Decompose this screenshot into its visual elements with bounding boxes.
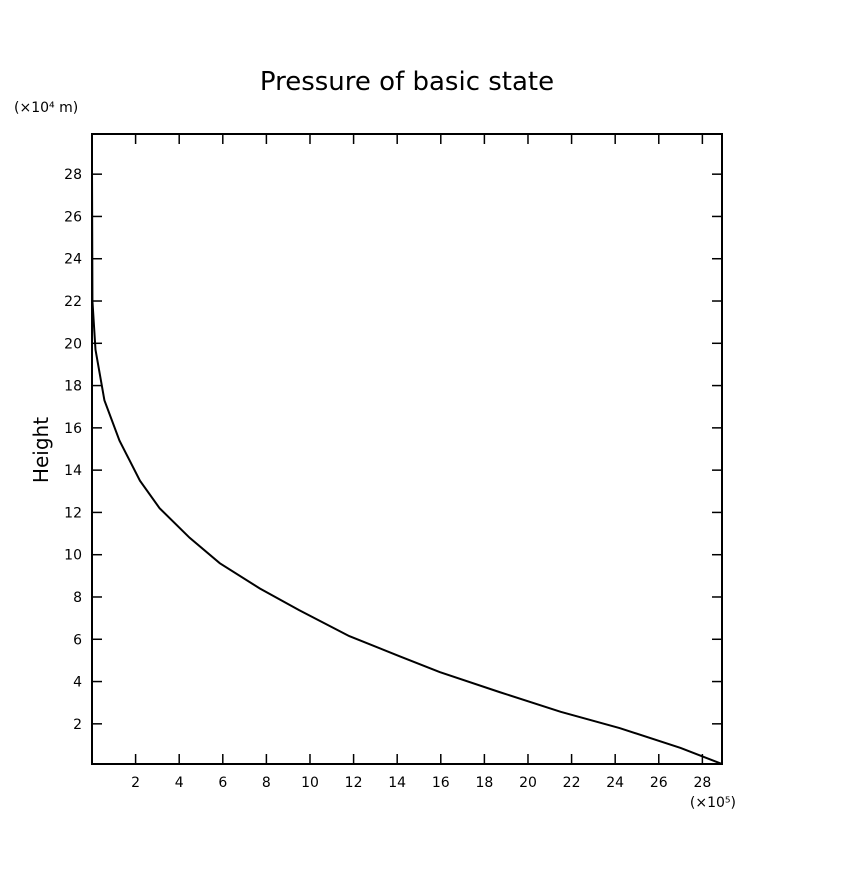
x-tick-label: 8 <box>262 775 271 791</box>
x-tick-label: 28 <box>693 775 711 791</box>
y-unit: (×10⁴ m) <box>14 100 78 116</box>
x-tick-label: 2 <box>131 775 140 791</box>
x-tick-label: 24 <box>606 775 624 791</box>
y-tick-label: 22 <box>64 294 82 310</box>
x-unit: (×10⁵) <box>690 795 736 811</box>
y-tick-label: 20 <box>64 336 82 352</box>
y-tick-label: 14 <box>64 463 82 479</box>
chart-title: Pressure of basic state <box>260 67 554 97</box>
y-tick-label: 26 <box>64 209 82 225</box>
x-tick-label: 16 <box>432 775 450 791</box>
x-tick-label: 26 <box>650 775 668 791</box>
y-tick-label: 12 <box>64 505 82 521</box>
x-tick-label: 4 <box>175 775 184 791</box>
x-tick-label: 20 <box>519 775 537 791</box>
y-tick-label: 2 <box>73 717 82 733</box>
plot-frame <box>91 133 723 765</box>
x-tick-label: 12 <box>345 775 363 791</box>
y-axis-label: Height <box>29 417 53 483</box>
x-tick-label: 22 <box>563 775 581 791</box>
y-tick-label: 24 <box>64 252 82 268</box>
x-tick-label: 6 <box>218 775 227 791</box>
y-tick-label: 16 <box>64 421 82 437</box>
y-tick-label: 10 <box>64 548 82 564</box>
y-tick-label: 28 <box>64 167 82 183</box>
x-tick-label: 18 <box>475 775 493 791</box>
x-tick-label: 14 <box>388 775 406 791</box>
line <box>91 169 723 765</box>
x-tick-label: 10 <box>301 775 319 791</box>
y-tick-label: 6 <box>73 632 82 648</box>
y-tick-label: 4 <box>73 675 82 691</box>
y-tick-label: 8 <box>73 590 82 606</box>
y-tick-label: 18 <box>64 379 82 395</box>
